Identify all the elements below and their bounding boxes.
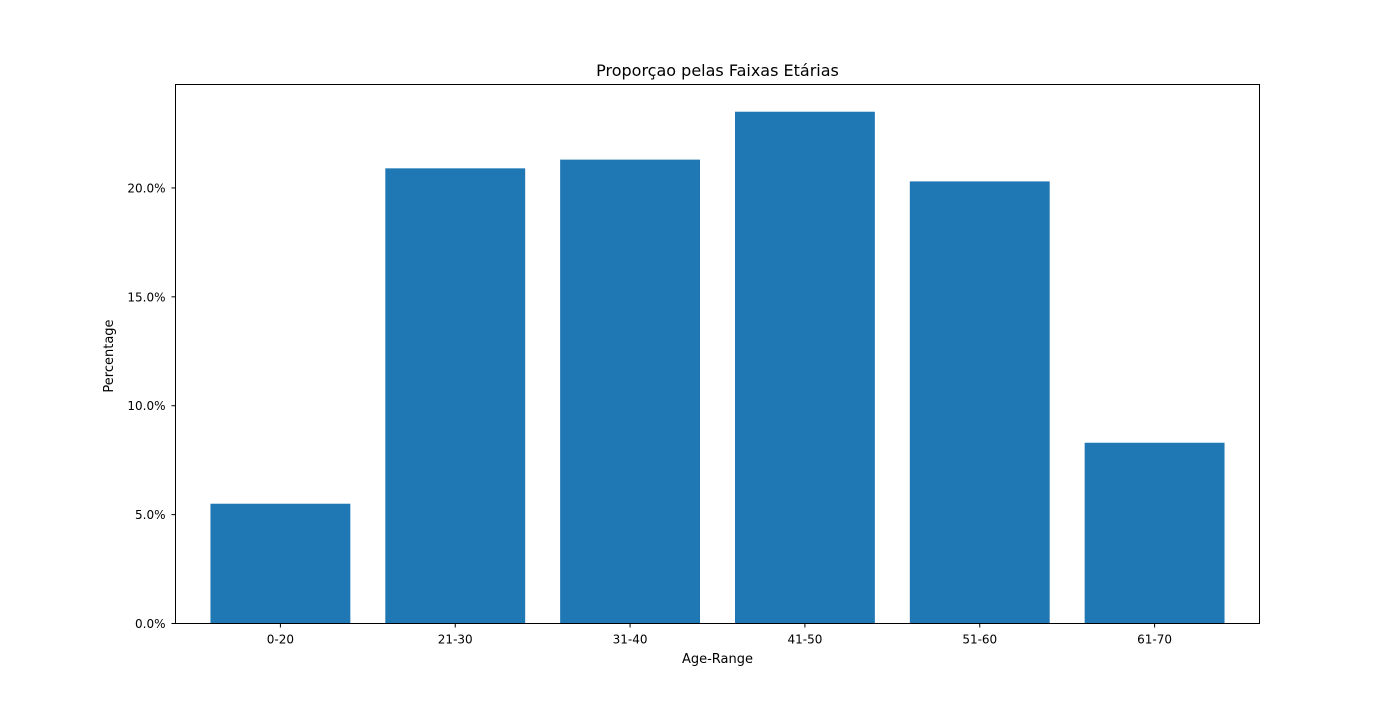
x-tick-label: 41-50 bbox=[787, 633, 822, 647]
x-tick-label: 51-60 bbox=[962, 633, 997, 647]
chart-title: Proporçao pelas Faixas Etárias bbox=[596, 61, 839, 80]
bar-21-30 bbox=[385, 168, 526, 624]
y-tick-label: 10.0% bbox=[127, 399, 165, 413]
bar-31-40 bbox=[560, 159, 701, 624]
x-tick-label: 61-70 bbox=[1137, 633, 1172, 647]
plot-area-frame bbox=[175, 84, 1260, 624]
y-axis-ticks: 0.0% 5.0% 10.0% 15.0% 20.0% bbox=[127, 181, 176, 631]
y-tick-label: 15.0% bbox=[127, 290, 165, 304]
x-tick-label: 0-20 bbox=[267, 633, 294, 647]
bar-41-50 bbox=[734, 111, 875, 624]
y-tick-label: 5.0% bbox=[135, 508, 166, 522]
bar-61-70 bbox=[1084, 442, 1225, 624]
x-axis-ticks: 0-20 21-30 31-40 41-50 51-60 61-70 bbox=[267, 623, 1172, 647]
bar-0-20 bbox=[210, 503, 351, 624]
y-tick-label: 20.0% bbox=[127, 181, 165, 195]
bars-layer bbox=[210, 111, 1225, 624]
y-tick-label: 0.0% bbox=[135, 617, 166, 631]
x-tick-label: 31-40 bbox=[613, 633, 648, 647]
bar-51-60 bbox=[909, 181, 1050, 624]
x-axis-label: Age-Range bbox=[682, 652, 753, 667]
y-axis-label: Percentage bbox=[102, 319, 117, 392]
x-tick-label: 21-30 bbox=[438, 633, 473, 647]
